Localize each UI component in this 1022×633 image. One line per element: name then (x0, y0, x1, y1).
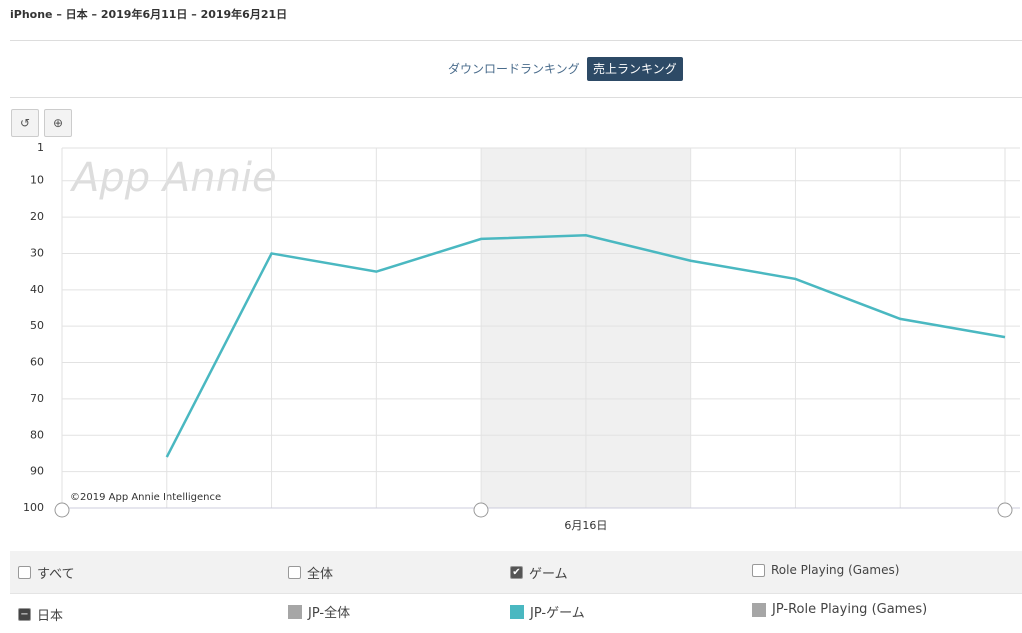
range-handle[interactable] (54, 502, 70, 518)
filter[interactable]: すべて (18, 563, 75, 582)
separator (10, 40, 1022, 41)
tab[interactable]: ダウンロードランキング (448, 62, 580, 76)
y-tick-label: 1 (37, 141, 44, 154)
legend-items: − 日本 JP-全体 JP-ゲーム JP-Role Playing (Games) (10, 593, 1022, 633)
legend-swatch (752, 602, 766, 617)
watermark: App Annie (69, 155, 277, 201)
filter[interactable]: ✔ ゲーム (510, 563, 568, 582)
y-tick-label: 50 (30, 319, 44, 332)
checkbox[interactable] (288, 566, 301, 579)
filter-label: Role Playing (Games) (771, 563, 900, 577)
x-tick-label: 6月16日 (564, 519, 607, 532)
y-tick-label: 20 (30, 210, 44, 223)
zoom-button[interactable]: ⊕ (44, 109, 72, 137)
copyright: ©2019 App Annie Intelligence (70, 492, 221, 503)
legend-item[interactable]: JP-全体 (288, 602, 350, 621)
region[interactable]: − 日本 (18, 605, 63, 624)
y-tick-label: 10 (30, 174, 44, 187)
y-tick-label: 30 (30, 246, 44, 259)
y-tick-label: 80 (30, 428, 44, 441)
y-tick-label: 90 (30, 465, 44, 478)
checkbox[interactable] (752, 563, 765, 577)
y-tick-label: 60 (30, 356, 44, 369)
legend-filters: すべて 全体 ✔ ゲーム Role Playing (Games) (10, 551, 1022, 593)
legend-item[interactable]: JP-ゲーム (510, 602, 585, 621)
filter-label: すべて (37, 567, 75, 582)
filter[interactable]: 全体 (288, 563, 333, 582)
chart: App Annie ©2019 App Annie Intelligence 1… (23, 141, 1020, 532)
separator (10, 97, 1022, 98)
reset-button[interactable]: ↺ (11, 109, 39, 137)
filter[interactable]: Role Playing (Games) (752, 563, 899, 577)
filter-label: 全体 (307, 567, 334, 582)
legend-swatch (288, 604, 302, 619)
range-handle[interactable] (473, 502, 489, 518)
series-line (165, 234, 1006, 458)
legend-label: JP-ゲーム (530, 606, 585, 621)
checkbox[interactable] (18, 566, 31, 579)
y-tick-label: 100 (23, 501, 44, 514)
legend-item[interactable]: JP-Role Playing (Games) (752, 602, 927, 617)
collapse-box[interactable]: − (18, 608, 31, 621)
filter-label: ゲーム (529, 567, 568, 582)
range-handle[interactable] (997, 502, 1013, 518)
y-tick-label: 40 (30, 283, 44, 296)
legend-swatch (510, 604, 524, 619)
checkbox[interactable]: ✔ (510, 566, 523, 579)
region-label: 日本 (37, 609, 64, 624)
legend-label: JP-全体 (308, 606, 351, 621)
header-title: iPhone – 日本 – 2019年6月11日 – 2019年6月21日 (10, 8, 288, 21)
legend-label: JP-Role Playing (Games) (772, 602, 928, 617)
y-tick-label: 70 (30, 392, 44, 405)
tab[interactable]: 売上ランキング (587, 57, 683, 81)
